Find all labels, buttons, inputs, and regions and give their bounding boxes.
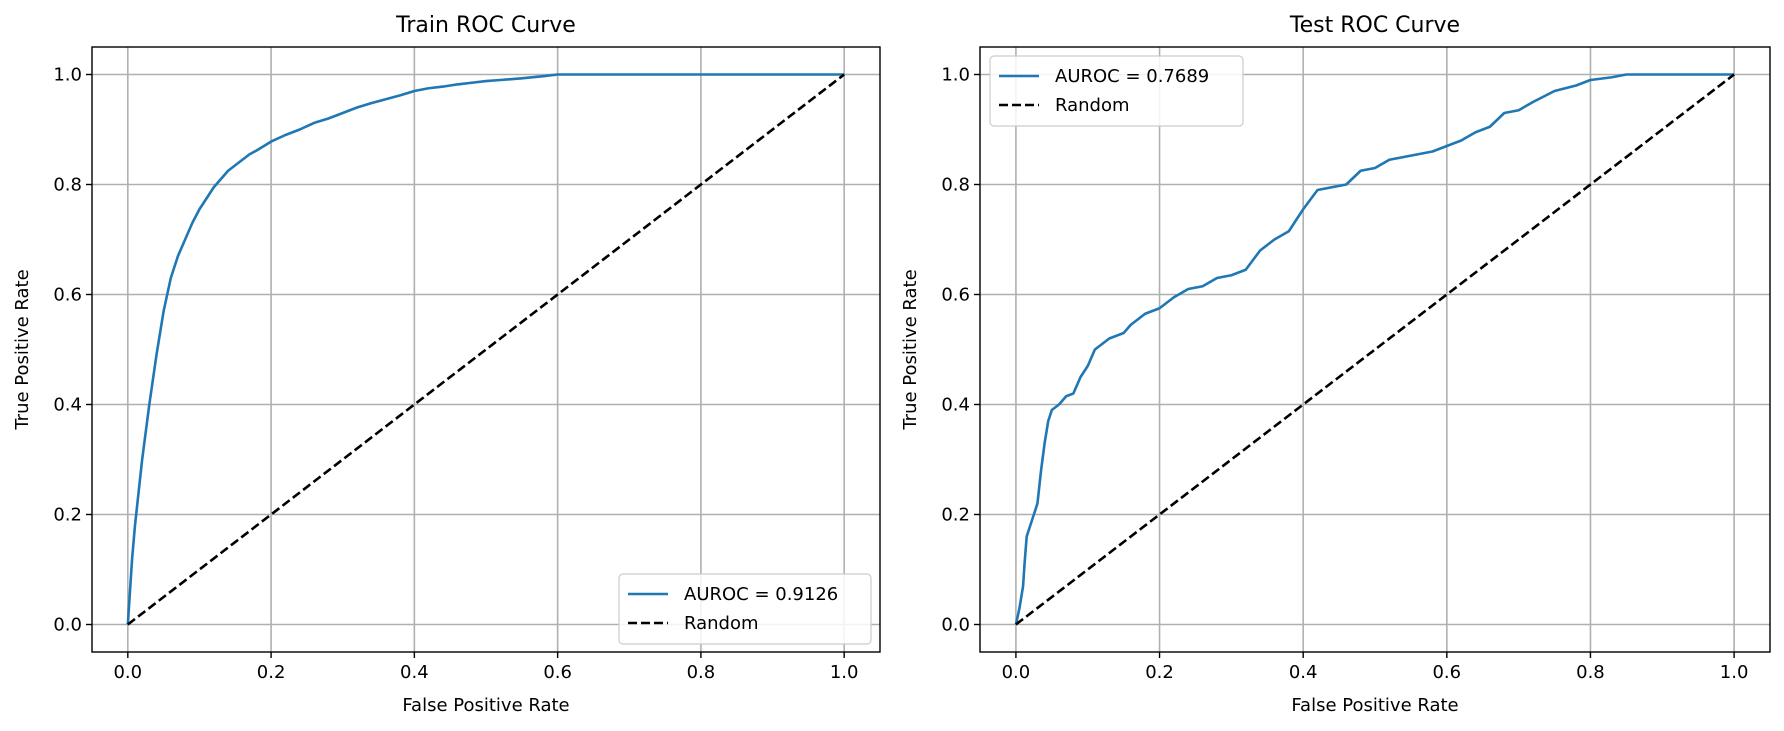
legend-entry-label: Random [1055,95,1130,116]
y-tick-label: 1.0 [941,65,970,86]
legend-entry-label: AUROC = 0.7689 [1055,66,1209,87]
y-tick-label: 0.2 [53,505,82,526]
y-tick-label: 0.8 [941,175,970,196]
y-tick-label: 0.4 [941,395,970,416]
x-tick-label: 0.2 [1145,662,1174,683]
y-tick-label: 0.6 [53,285,82,306]
x-tick-label: 0.4 [1289,662,1318,683]
y-tick-label: 0.0 [941,615,970,636]
legend-box [618,573,872,645]
x-tick-label: 0.0 [1002,662,1031,683]
legend: AUROC = 0.7689 Random [989,55,1244,127]
y-tick-label: 1.0 [53,65,82,86]
x-axis-label: False Positive Rate [1291,695,1458,716]
x-tick-label: 1.0 [1720,662,1749,683]
tick-layer: 0.0 0.2 0.4 0.6 0.8 1.0 0.0 0.2 0.4 0.6 0.8 1.0 [53,65,858,684]
grid-layer [980,47,1770,652]
x-axis-label: False Positive Rate [402,695,569,716]
x-tick-label: 1.0 [830,662,859,683]
legend: AUROC = 0.9126 Random [618,573,872,645]
y-axis-label: True Positive Rate [12,269,33,430]
x-tick-label: 0.6 [1432,662,1461,683]
random-baseline-line [127,73,845,626]
x-tick-label: 0.8 [687,662,716,683]
plot-frame [91,46,881,653]
random-baseline-line [1015,73,1735,626]
legend-entry-label: Random [684,613,759,634]
x-tick-label: 0.4 [400,662,429,683]
chart-title: Test ROC Curve [1289,13,1460,38]
series-layer [126,73,845,626]
y-tick-label: 0.8 [53,175,82,196]
legend-entry-label: AUROC = 0.9126 [684,584,838,605]
tick-layer: 0.0 0.2 0.4 0.6 0.8 1.0 0.0 0.2 0.4 0.6 0.8 1.0 [941,65,1748,684]
y-tick-label: 0.0 [53,615,82,636]
x-tick-label: 0.0 [113,662,142,683]
chart-title: Train ROC Curve [395,13,576,38]
y-tick-label: 0.6 [941,285,970,306]
chart-panel: 0.0 0.2 0.4 0.6 0.8 1.0 0.0 0.2 0.4 0.6 0.8 1.0 Tra… [12,13,881,716]
legend-box [989,55,1244,127]
series-layer [1014,73,1735,626]
chart-panel: 0.0 0.2 0.4 0.6 0.8 1.0 0.0 0.2 0.4 0.6 0.8 1.0 Tes… [900,13,1771,716]
roc-curve-line [126,73,845,625]
grid-layer [92,47,880,652]
y-tick-label: 0.2 [941,505,970,526]
y-axis-label: True Positive Rate [900,269,921,430]
x-tick-label: 0.8 [1576,662,1605,683]
x-tick-label: 0.6 [543,662,572,683]
plot-frame [979,46,1771,653]
y-tick-label: 0.4 [53,395,82,416]
x-tick-label: 0.2 [257,662,286,683]
roc-curve-line [1014,73,1735,625]
